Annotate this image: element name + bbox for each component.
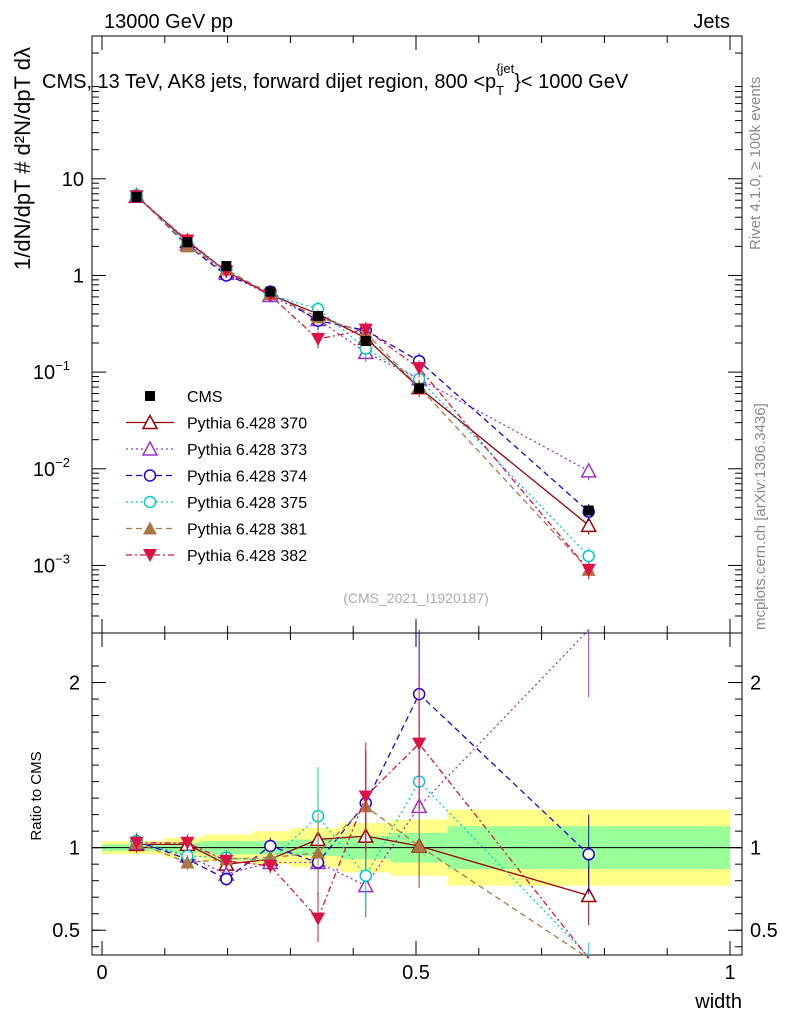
series-line [136, 195, 590, 571]
ratio-y-tick-label: 0.5 [52, 920, 80, 942]
ratio-y-tick-label-right: 2 [750, 673, 761, 695]
x-tick-label: 1 [724, 962, 735, 984]
data-point [414, 383, 425, 394]
ratio-marker [582, 848, 595, 861]
data-point [360, 335, 371, 346]
x-axis-label: width [694, 991, 742, 1013]
ratio-series-group [128, 629, 597, 959]
y-tick-label: 10−2 [33, 455, 70, 481]
ratio-marker [220, 872, 233, 886]
series-line [136, 194, 590, 557]
legend-label: Pythia 6.428 381 [187, 522, 307, 539]
y-tick-label: 10 [62, 169, 84, 191]
ratio-series-line [136, 629, 590, 887]
legend-marker [143, 549, 157, 562]
ratio-marker [311, 845, 326, 859]
series-marker [580, 462, 597, 478]
ratio-series-line [136, 742, 590, 959]
legend: CMS Pythia 6.428 370 Pythia 6.428 373 Pythi… [126, 389, 307, 565]
y-tick-base: 10 [33, 362, 55, 384]
title-superscript: {jet [496, 61, 514, 76]
ratio-marker [358, 790, 373, 804]
ratio-series-line [136, 805, 590, 959]
ratio-y-tick-label-right: 0.5 [750, 920, 778, 942]
data-point [583, 505, 594, 516]
legend-marker [143, 495, 157, 509]
ratio-marker [180, 836, 195, 850]
ratio-marker [263, 859, 278, 873]
ratio-y-axis-label: Ratio to CMS [28, 751, 45, 840]
data-point [265, 286, 276, 297]
y-tick-base: 10 [62, 169, 84, 191]
series-marker [580, 516, 597, 533]
legend-label: Pythia 6.428 382 [187, 548, 307, 565]
ratio-y-tick-label-right: 1 [750, 838, 761, 860]
y-tick-label: 1 [73, 265, 84, 287]
series-marker [581, 563, 596, 577]
series-marker [358, 323, 373, 337]
legend-marker [141, 440, 159, 456]
ratio-marker [580, 886, 597, 903]
y-tick-exponent: −2 [55, 455, 70, 470]
data-point [221, 261, 232, 272]
legend-marker [143, 469, 157, 482]
ratio-marker [412, 839, 427, 853]
title-subscript: T [496, 83, 504, 98]
ratio-axis-ticks: 0.5 0.5 1 1 2 2 0 0.5 1 [52, 633, 778, 984]
legend-marker [143, 521, 157, 535]
y-tick-exponent: −1 [55, 358, 70, 373]
mcplots-credit-label: mcplots.cern.ch [arXiv:1306.3436] [752, 403, 769, 630]
ratio-y-tick-label: 1 [69, 838, 80, 860]
analysis-watermark: (CMS_2021_I1920187) [343, 590, 489, 606]
y-tick-base: 10 [33, 459, 55, 481]
legend-label: CMS [187, 389, 223, 406]
y-tick-label: 10−1 [33, 358, 70, 384]
legend-label: Pythia 6.428 375 [187, 495, 307, 512]
y-axis-label: 1/dN/dpT # d²N/dpT dλ [10, 47, 35, 270]
x-tick-label: 0 [96, 962, 107, 984]
legend-marker-data [145, 391, 155, 401]
legend-label: Pythia 6.428 370 [187, 416, 307, 433]
data-point [313, 311, 324, 322]
header-category-label: Jets [693, 11, 730, 33]
ratio-marker [219, 854, 234, 868]
header-beam-label: 13000 GeV pp [104, 11, 233, 33]
series-marker [582, 549, 595, 563]
main-series-group [128, 187, 597, 580]
data-point [131, 191, 142, 202]
series-marker [311, 333, 326, 347]
y-tick-exponent: −3 [55, 551, 70, 566]
y-axis-label-text: 1/dN/dpT # d²N/dpT dλ [10, 47, 35, 270]
rivet-version-label: Rivet 4.1.0, ≥ 100k events [747, 77, 764, 250]
ratio-marker [129, 836, 144, 850]
legend-label: Pythia 6.428 374 [187, 469, 307, 486]
chart-title: CMS, 13 TeV, AK8 jets, forward dijet reg… [42, 61, 629, 98]
ratio-plot-frame [91, 632, 743, 956]
y-tick-label: 10−3 [33, 551, 70, 577]
main-plot-frame [91, 35, 743, 634]
ratio-y-tick-label: 2 [69, 673, 80, 695]
ratio-marker [359, 869, 373, 882]
legend-marker [141, 413, 159, 430]
series-marker [412, 362, 427, 376]
x-tick-label: 0.5 [402, 962, 430, 984]
ratio-series-line [136, 835, 589, 897]
y-tick-base: 1 [73, 265, 84, 287]
legend-label: Pythia 6.428 373 [187, 442, 307, 459]
y-tick-base: 10 [33, 555, 55, 577]
ratio-marker [311, 912, 326, 926]
title-prefix: CMS, 13 TeV, AK8 jets, forward dijet reg… [42, 71, 496, 93]
series-line [136, 195, 590, 571]
ratio-marker [180, 855, 195, 869]
title-suffix: }< 1000 GeV [514, 71, 629, 93]
data-point [182, 237, 193, 248]
ratio-marker [412, 737, 427, 751]
